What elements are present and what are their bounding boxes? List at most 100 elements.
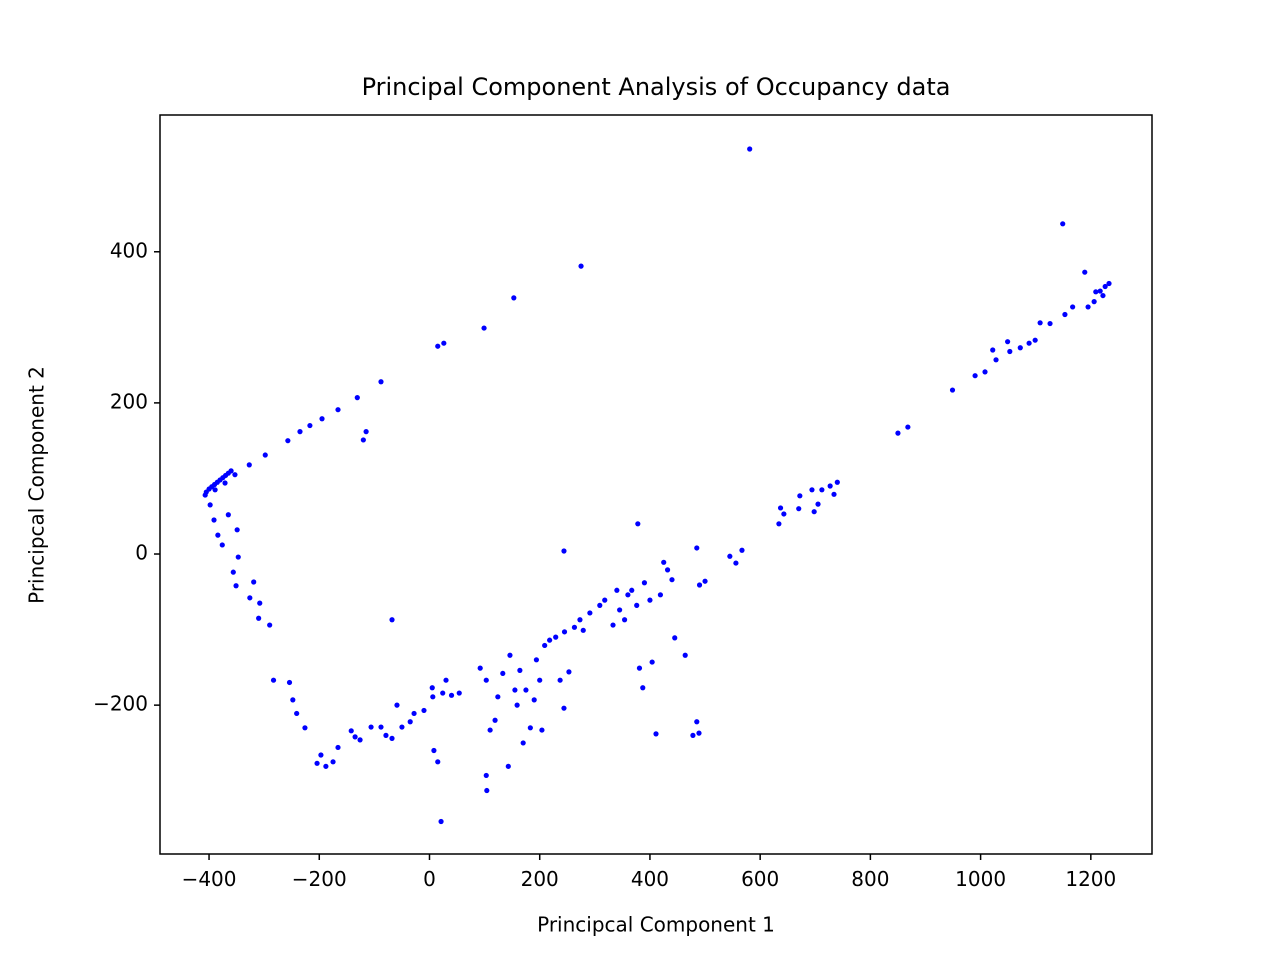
scatter-point: [636, 665, 643, 671]
scatter-point: [352, 734, 358, 740]
scatter-point: [727, 553, 733, 559]
scatter-point: [394, 702, 400, 708]
scatter-point: [982, 369, 988, 375]
x-tick-label: 400: [631, 867, 669, 891]
scatter-point: [1070, 304, 1076, 310]
scatter-point: [533, 657, 540, 663]
scatter-point: [1062, 311, 1068, 318]
x-axis-label: Principcal Component 1: [537, 913, 775, 937]
scatter-point: [1005, 339, 1011, 345]
scatter-point: [297, 429, 303, 435]
scatter-point: [1100, 292, 1106, 299]
scatter-point: [378, 379, 384, 385]
scatter-point: [431, 747, 437, 754]
scatter-point: [557, 677, 563, 683]
scatter-point: [285, 438, 291, 444]
x-tick-label: 1000: [955, 867, 1006, 891]
scatter-point: [487, 727, 493, 733]
scatter-point: [319, 416, 325, 422]
x-tick-label: −200: [292, 867, 347, 891]
scatter-point: [895, 430, 901, 436]
scatter-point: [990, 347, 996, 353]
scatter-point: [647, 597, 653, 603]
scatter-point: [1102, 283, 1108, 290]
scatter-point: [440, 690, 446, 696]
scatter-point: [505, 763, 511, 769]
scatter-point: [1082, 269, 1088, 275]
scatter-point: [827, 483, 833, 489]
scatter-point: [318, 752, 324, 758]
scatter-point: [212, 487, 218, 493]
plot-frame: [159, 114, 1153, 855]
scatter-point: [247, 595, 253, 601]
scatter-point: [811, 509, 817, 515]
scatter-point: [629, 587, 635, 593]
scatter-point: [348, 728, 354, 734]
scatter-point: [483, 677, 489, 683]
scatter-point: [511, 295, 517, 301]
scatter-point: [435, 343, 441, 349]
scatter-point: [443, 677, 449, 683]
scatter-point: [246, 462, 252, 468]
scatter-point: [389, 735, 395, 741]
scatter-point: [653, 731, 659, 737]
scatter-point: [267, 622, 273, 628]
scatter-point: [531, 697, 537, 703]
scatter-point: [993, 357, 999, 363]
scatter-point: [294, 710, 300, 717]
scatter-point: [664, 567, 671, 573]
scatter-point: [610, 622, 616, 628]
scatter-point: [781, 511, 787, 517]
scatter-point: [669, 577, 675, 583]
scatter-point: [777, 505, 784, 511]
scatter-point: [819, 487, 825, 493]
scatter-point: [614, 587, 620, 593]
scatter-point: [905, 424, 911, 430]
scatter-point: [507, 652, 513, 658]
scatter-point: [747, 146, 753, 152]
scatter-point: [702, 578, 708, 584]
scatter-point: [517, 667, 523, 673]
scatter-point: [335, 407, 341, 413]
scatter-point: [1091, 299, 1097, 305]
scatter-point: [514, 702, 520, 708]
scatter-point: [219, 542, 225, 548]
scatter-point: [520, 740, 526, 746]
scatter-point: [1017, 345, 1023, 351]
scatter-point: [363, 429, 369, 435]
scatter-point: [539, 727, 545, 733]
scatter-point: [739, 547, 745, 553]
scatter-point: [383, 732, 389, 738]
x-tick-label: −400: [182, 867, 237, 891]
scatter-point: [547, 637, 553, 643]
x-tick-label: 1200: [1065, 867, 1116, 891]
scatter-point: [635, 521, 641, 527]
scatter-point: [542, 642, 548, 649]
scatter-point: [256, 615, 262, 621]
scatter-point: [1032, 337, 1038, 343]
scatter-point: [357, 737, 363, 743]
scatter-point: [290, 697, 296, 703]
scatter-point: [512, 687, 518, 693]
scatter-point: [421, 707, 427, 714]
scatter-point: [230, 569, 236, 575]
scatter-point: [682, 652, 688, 658]
scatter-point: [571, 624, 578, 630]
scatter-point: [492, 717, 498, 723]
scatter-point: [429, 685, 435, 691]
scatter-point: [617, 607, 623, 613]
scatter-point: [286, 679, 293, 686]
scatter-point: [657, 592, 664, 598]
x-tick-label: 200: [521, 867, 559, 891]
scatter-point: [481, 325, 487, 331]
scatter-point: [302, 725, 308, 731]
x-tick-label: 800: [851, 867, 889, 891]
scatter-point: [368, 724, 374, 730]
scatter-point: [441, 340, 447, 346]
y-tick-label: 200: [110, 389, 148, 413]
y-tick-label: 0: [135, 541, 148, 565]
scatter-point: [694, 545, 700, 551]
scatter-point: [527, 725, 533, 731]
